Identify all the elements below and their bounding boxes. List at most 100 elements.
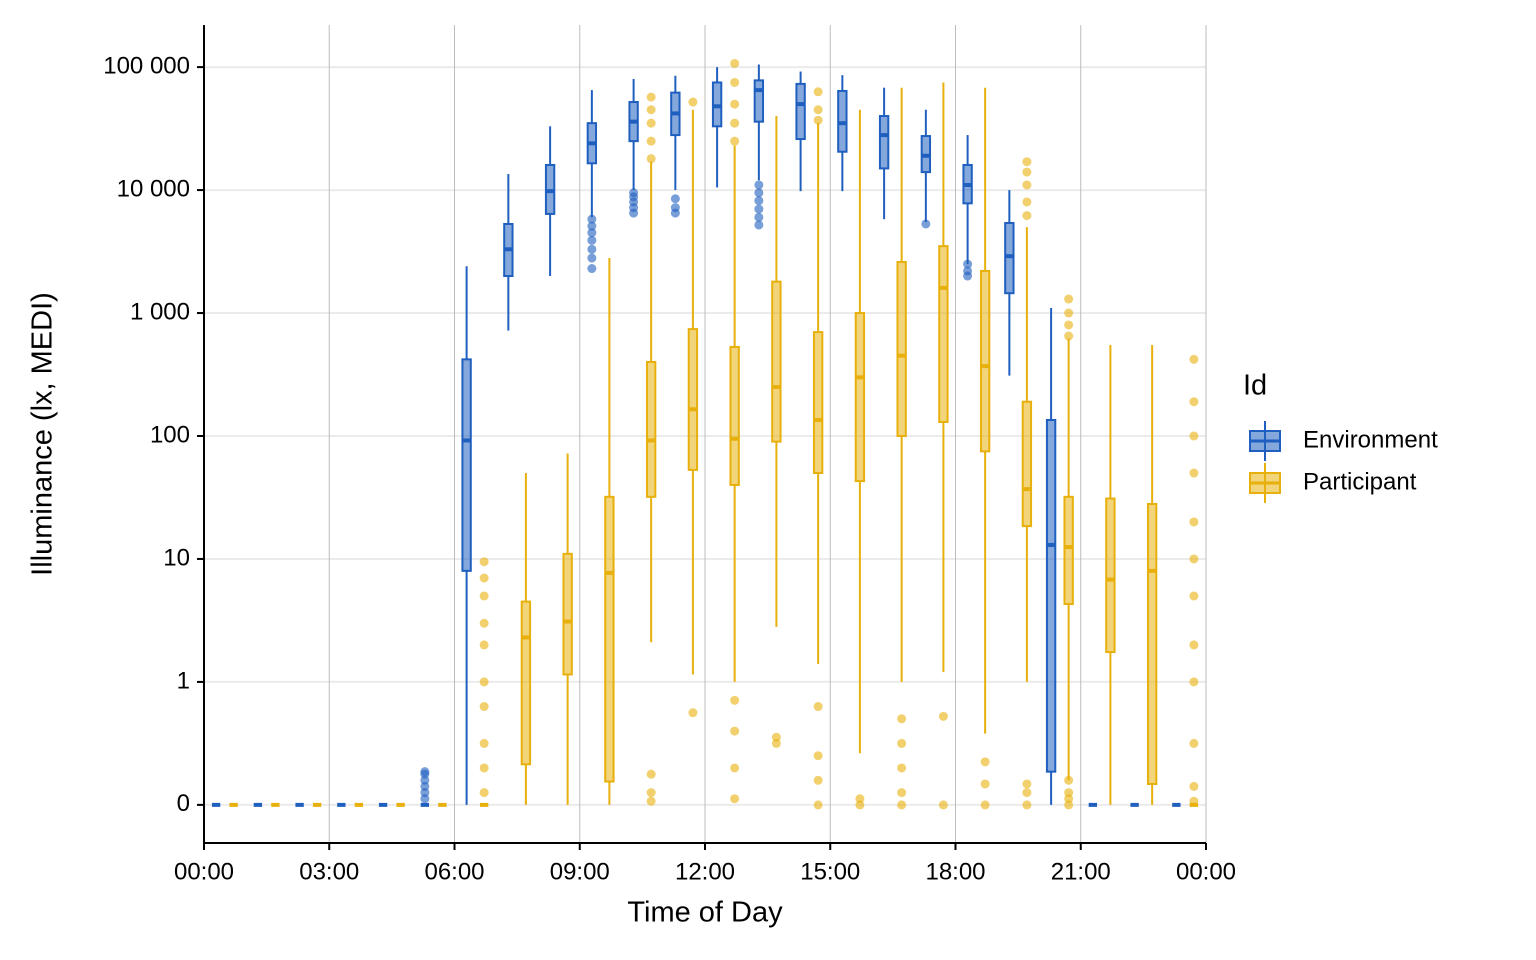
x-tick-label: 06:00: [424, 858, 484, 885]
y-tick-label: 10: [163, 544, 190, 571]
outlier: [479, 618, 489, 628]
outlier: [420, 767, 430, 777]
outlier: [938, 800, 948, 810]
legend-title: Id: [1243, 370, 1267, 402]
box: [795, 82, 806, 141]
outlier: [1189, 554, 1199, 564]
outlier: [1022, 788, 1032, 798]
outlier: [813, 115, 823, 125]
box: [461, 358, 472, 572]
box: [1045, 418, 1057, 773]
outlier: [646, 796, 656, 806]
y-tick-label: 10 000: [117, 175, 190, 202]
outlier: [897, 714, 907, 724]
outlier: [754, 204, 764, 214]
outlier: [897, 763, 907, 773]
outlier: [1022, 197, 1032, 207]
box: [1063, 495, 1074, 606]
box: [1105, 497, 1116, 654]
outlier: [754, 220, 764, 230]
outlier: [813, 775, 823, 785]
box: [979, 269, 991, 453]
outlier: [813, 105, 823, 115]
outlier: [1022, 779, 1032, 789]
outlier: [813, 87, 823, 97]
outlier: [730, 99, 740, 109]
outlier: [670, 194, 680, 204]
y-tick-label: 100 000: [103, 52, 190, 79]
x-tick-label: 12:00: [675, 858, 735, 885]
x-tick-label: 15:00: [800, 858, 860, 885]
box: [1146, 502, 1158, 785]
outlier: [420, 794, 430, 804]
outlier: [1189, 738, 1199, 748]
outlier: [1189, 781, 1199, 791]
outlier: [479, 702, 489, 712]
x-tick-label: 03:00: [299, 858, 359, 885]
outlier: [754, 180, 764, 190]
outlier: [771, 738, 781, 748]
outlier: [1189, 640, 1199, 650]
x-tick-label: 00:00: [174, 858, 234, 885]
outlier: [730, 726, 740, 736]
x-tick-label: 09:00: [550, 858, 610, 885]
y-tick-label: 1 000: [130, 298, 190, 325]
outlier: [1064, 308, 1074, 318]
y-tick-label: 100: [150, 421, 190, 448]
outlier: [1022, 211, 1032, 221]
outlier: [587, 244, 597, 254]
box: [520, 600, 532, 766]
outlier: [813, 702, 823, 712]
outlier: [980, 800, 990, 810]
y-tick-label: 0: [177, 790, 190, 817]
box: [854, 312, 866, 483]
outlier: [646, 92, 656, 102]
outlier: [1064, 788, 1074, 798]
outlier: [479, 557, 489, 567]
legend-label: Environment: [1303, 426, 1438, 453]
y-axis-title: Illuminance (lx, MEDI): [27, 292, 59, 576]
outlier: [813, 800, 823, 810]
outlier: [1189, 517, 1199, 527]
box: [753, 79, 765, 123]
x-tick-label: 18:00: [925, 858, 985, 885]
outlier: [1189, 354, 1199, 364]
outlier: [587, 214, 597, 224]
outlier: [420, 781, 430, 791]
outlier: [479, 763, 489, 773]
outlier: [730, 695, 740, 705]
outlier: [646, 769, 656, 779]
outlier: [921, 219, 931, 229]
outlier: [629, 188, 639, 198]
outlier: [1064, 331, 1074, 341]
box: [1021, 400, 1033, 528]
outlier: [980, 779, 990, 789]
outlier: [1189, 591, 1199, 601]
outlier: [646, 136, 656, 146]
outlier: [963, 259, 973, 269]
x-axis-title: Time of Day: [627, 897, 783, 929]
outlier: [587, 253, 597, 263]
outlier: [688, 708, 698, 718]
x-tick-label: 00:00: [1176, 858, 1236, 885]
outlier: [730, 118, 740, 128]
outlier: [587, 228, 597, 238]
outlier: [1064, 800, 1074, 810]
outlier: [587, 221, 597, 231]
outlier: [855, 794, 865, 804]
outlier: [1064, 794, 1074, 804]
outlier: [897, 788, 907, 798]
outlier: [479, 573, 489, 583]
outlier: [587, 235, 597, 245]
series: [211, 64, 1181, 807]
outlier: [1022, 180, 1032, 190]
x-tick-label: 21:00: [1051, 858, 1111, 885]
outlier: [980, 757, 990, 767]
outlier: [646, 154, 656, 164]
box: [896, 261, 907, 437]
outlier: [730, 136, 740, 146]
outlier: [754, 212, 764, 222]
outlier: [646, 118, 656, 128]
box: [604, 495, 615, 783]
